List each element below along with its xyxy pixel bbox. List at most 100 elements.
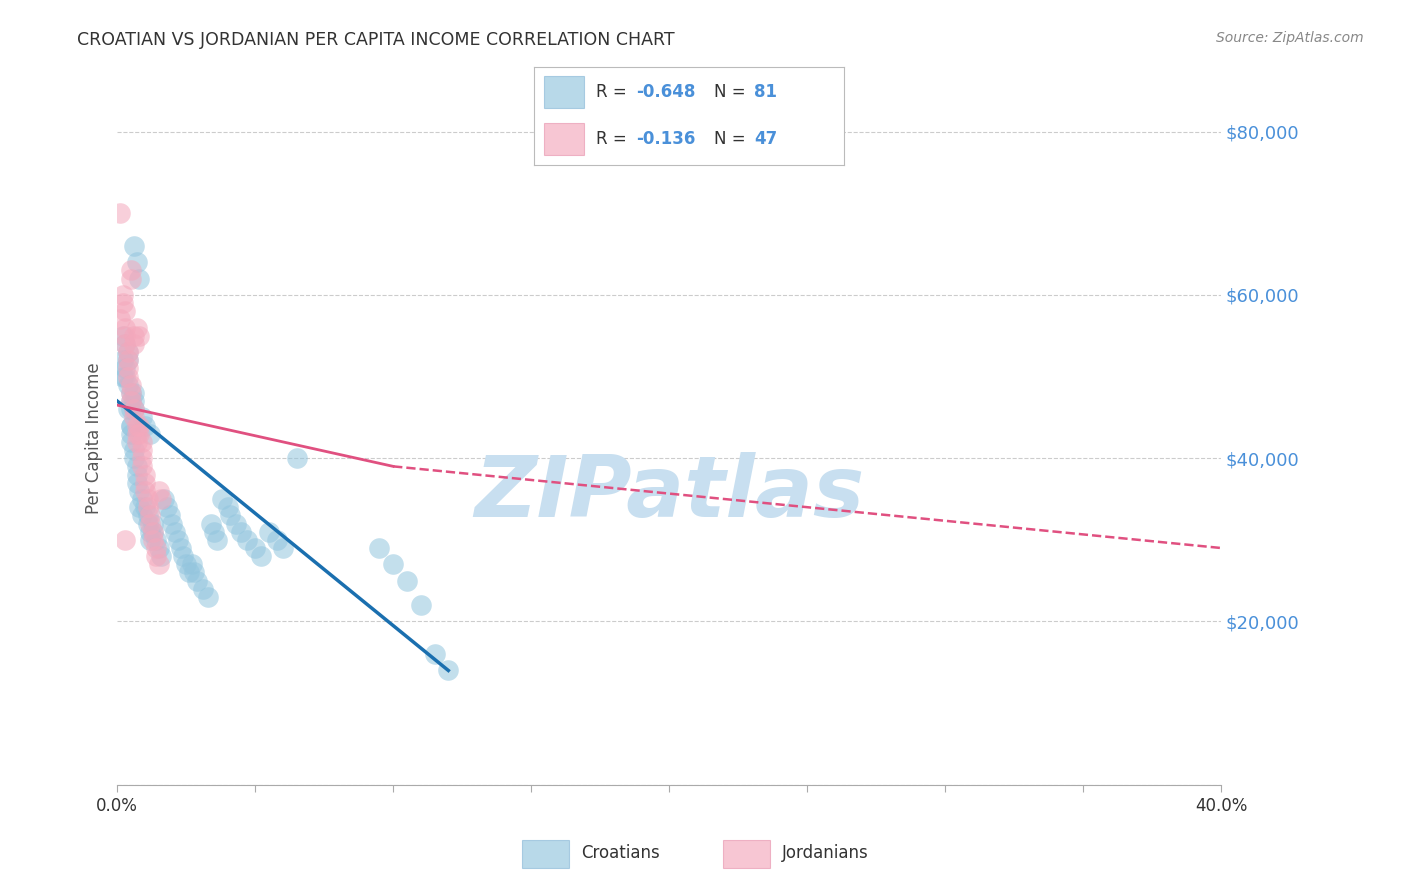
Text: 47: 47 bbox=[754, 130, 778, 148]
Point bbox=[131, 434, 153, 449]
Point bbox=[134, 500, 156, 515]
Point bbox=[120, 377, 142, 392]
Point bbox=[120, 426, 142, 441]
Point bbox=[150, 549, 173, 564]
Point bbox=[117, 377, 139, 392]
Point bbox=[125, 467, 148, 482]
Point bbox=[111, 296, 134, 310]
Point bbox=[219, 508, 242, 523]
Point bbox=[142, 533, 165, 547]
Point bbox=[211, 491, 233, 506]
Point bbox=[117, 345, 139, 359]
Point bbox=[145, 533, 167, 547]
Text: R =: R = bbox=[596, 83, 633, 101]
Point bbox=[200, 516, 222, 531]
Point bbox=[139, 516, 162, 531]
Point bbox=[108, 312, 131, 326]
Point bbox=[202, 524, 225, 539]
Point bbox=[131, 443, 153, 458]
Point bbox=[117, 353, 139, 368]
FancyBboxPatch shape bbox=[522, 839, 569, 868]
Point bbox=[128, 426, 150, 441]
Point bbox=[186, 574, 208, 588]
Point bbox=[136, 500, 159, 515]
Point bbox=[122, 239, 145, 253]
Point bbox=[125, 434, 148, 449]
Point bbox=[122, 443, 145, 458]
Point bbox=[120, 434, 142, 449]
Point bbox=[125, 475, 148, 490]
Text: -0.648: -0.648 bbox=[637, 83, 696, 101]
Point bbox=[162, 516, 184, 531]
Point bbox=[125, 459, 148, 474]
Point bbox=[159, 508, 181, 523]
Point bbox=[368, 541, 391, 555]
Point bbox=[111, 369, 134, 384]
Point bbox=[180, 558, 202, 572]
Point bbox=[114, 337, 136, 351]
Point bbox=[136, 491, 159, 506]
Point bbox=[120, 418, 142, 433]
Point bbox=[131, 451, 153, 466]
Point bbox=[125, 418, 148, 433]
Point bbox=[122, 385, 145, 400]
Point bbox=[382, 558, 405, 572]
Point bbox=[150, 491, 173, 506]
Point bbox=[134, 483, 156, 498]
Point bbox=[120, 385, 142, 400]
Point bbox=[139, 533, 162, 547]
Text: R =: R = bbox=[596, 130, 633, 148]
Text: ZIPatlas: ZIPatlas bbox=[474, 452, 865, 535]
Text: -0.136: -0.136 bbox=[637, 130, 696, 148]
Point bbox=[183, 566, 205, 580]
FancyBboxPatch shape bbox=[544, 76, 583, 108]
Point bbox=[257, 524, 280, 539]
Point bbox=[131, 410, 153, 425]
Point bbox=[114, 361, 136, 376]
Point bbox=[122, 394, 145, 409]
Point bbox=[117, 361, 139, 376]
Point bbox=[120, 385, 142, 400]
Point bbox=[120, 418, 142, 433]
Text: N =: N = bbox=[714, 130, 751, 148]
Point bbox=[285, 451, 308, 466]
Point bbox=[125, 255, 148, 269]
Point bbox=[114, 328, 136, 343]
Point bbox=[142, 524, 165, 539]
Point bbox=[128, 418, 150, 433]
Point bbox=[120, 394, 142, 409]
Point bbox=[122, 337, 145, 351]
Point bbox=[437, 664, 460, 678]
Point bbox=[145, 549, 167, 564]
Point bbox=[122, 402, 145, 417]
Point bbox=[153, 491, 176, 506]
Point bbox=[172, 549, 194, 564]
Point bbox=[114, 304, 136, 318]
Point bbox=[128, 271, 150, 285]
Point bbox=[122, 328, 145, 343]
Point bbox=[120, 394, 142, 409]
Text: Croatians: Croatians bbox=[581, 844, 659, 862]
Point bbox=[122, 451, 145, 466]
Point bbox=[142, 524, 165, 539]
Point bbox=[111, 328, 134, 343]
Point bbox=[217, 500, 239, 515]
Point bbox=[111, 288, 134, 302]
Point bbox=[395, 574, 418, 588]
Point bbox=[114, 533, 136, 547]
Point bbox=[131, 491, 153, 506]
Point bbox=[249, 549, 271, 564]
Point bbox=[131, 459, 153, 474]
Point bbox=[134, 418, 156, 433]
Point bbox=[136, 516, 159, 531]
Y-axis label: Per Capita Income: Per Capita Income bbox=[86, 362, 103, 514]
Point bbox=[197, 590, 219, 604]
Text: Source: ZipAtlas.com: Source: ZipAtlas.com bbox=[1216, 31, 1364, 45]
Text: 81: 81 bbox=[754, 83, 778, 101]
Point bbox=[134, 475, 156, 490]
Point bbox=[122, 402, 145, 417]
Point bbox=[128, 500, 150, 515]
Point bbox=[120, 271, 142, 285]
Point bbox=[111, 353, 134, 368]
Point bbox=[114, 320, 136, 334]
